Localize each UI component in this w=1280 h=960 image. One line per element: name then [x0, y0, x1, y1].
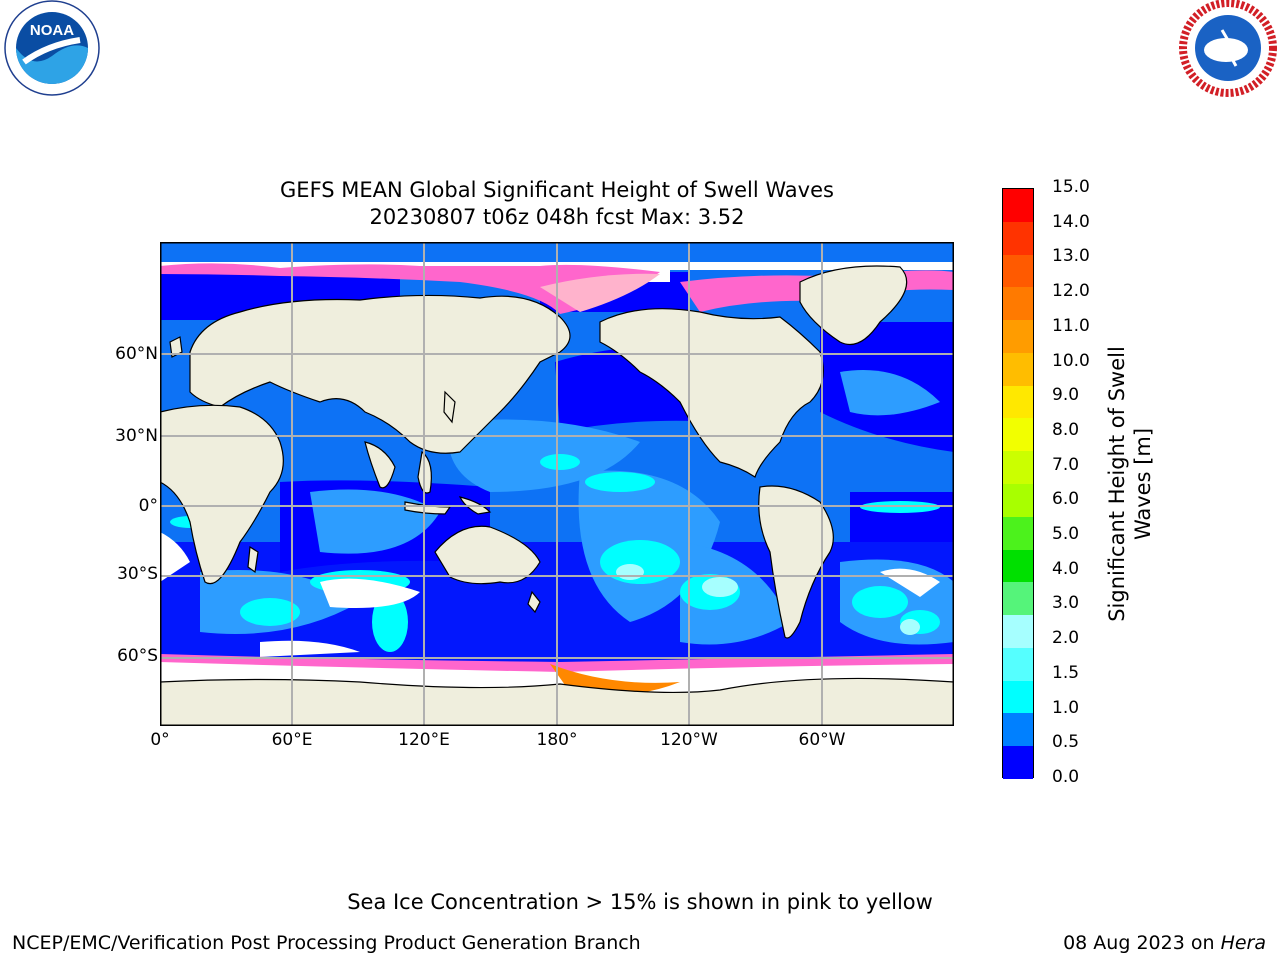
chart-subtitle: 20230807 t06z 048h fcst Max: 3.52 — [369, 205, 745, 229]
colorbar-segment — [1003, 385, 1033, 419]
colorbar-tick-label: 15.0 — [1052, 177, 1090, 197]
swell-2.0-3.0m — [616, 564, 920, 635]
colorbar-segment — [1003, 647, 1033, 681]
colorbar-segment — [1003, 352, 1033, 386]
swell-height-map — [160, 242, 954, 726]
noaa-logo-text: NOAA — [30, 22, 74, 39]
colorbar-tick-label: 12.0 — [1052, 281, 1090, 302]
colorbar-tick-label: 3.0 — [1052, 593, 1080, 614]
lat-tick-30n: 30°N — [115, 426, 158, 446]
lon-tick-180: 180° — [536, 730, 578, 750]
colorbar-tick-label: 14.0 — [1052, 211, 1090, 232]
lon-tick-60e: 60°E — [271, 730, 313, 750]
date-stamp: 08 Aug 2023 on Hera — [1063, 932, 1266, 954]
colorbar-segment — [1003, 451, 1033, 485]
colorbar-segment — [1003, 615, 1033, 649]
colorbar-segment — [1003, 320, 1033, 354]
colorbar-tick-label: 2.0 — [1052, 628, 1080, 649]
colorbar-segment — [1003, 418, 1033, 452]
colorbar-segment — [1003, 746, 1033, 780]
colorbar-label-line2: Waves [m] — [1131, 427, 1155, 541]
machine-name: Hera — [1220, 932, 1266, 954]
colorbar-tick-label: 10.0 — [1052, 350, 1090, 371]
colorbar-segment — [1003, 484, 1033, 517]
lon-tick-120w: 120°W — [660, 730, 718, 750]
lat-tick-60s: 60°S — [117, 646, 158, 666]
map-gridlines — [160, 242, 954, 726]
colorbar-tick-label: 11.0 — [1052, 315, 1090, 336]
colorbar-tick-label: 1.0 — [1052, 697, 1080, 718]
colorbar-tick-label: 13.0 — [1052, 246, 1090, 267]
colorbar-tick-label: 5.0 — [1052, 524, 1080, 545]
land-masses — [160, 265, 954, 726]
map-svg — [160, 242, 954, 726]
colorbar-segment — [1003, 287, 1033, 321]
colorbar-tick-label: 1.5 — [1052, 662, 1080, 683]
lon-tick-120e: 120°E — [398, 730, 450, 750]
lat-tick-30s: 30°S — [117, 564, 158, 584]
colorbar-segment — [1003, 680, 1033, 714]
chart-title: GEFS MEAN Global Significant Height of S… — [280, 178, 834, 202]
colorbar-segment — [1003, 221, 1033, 255]
colorbar-segment — [1003, 582, 1033, 616]
colorbar-tick-label: 7.0 — [1052, 454, 1080, 475]
noaa-logo: NOAA — [2, 0, 102, 100]
lat-tick-0: 0° — [138, 496, 158, 516]
colorbar-tick-label: 6.0 — [1052, 489, 1080, 510]
colorbar-segment — [1003, 189, 1033, 222]
lon-tick-0: 0° — [150, 730, 170, 750]
nws-logo — [1176, 0, 1280, 100]
sea-ice-note: Sea Ice Concentration > 15% is shown in … — [347, 890, 933, 914]
colorbar-segment — [1003, 549, 1033, 583]
lon-tick-60w: 60°W — [798, 730, 846, 750]
colorbar-tick-label: 4.0 — [1052, 558, 1080, 579]
colorbar-tick-label: 0.0 — [1052, 767, 1080, 787]
colorbar-segment — [1003, 254, 1033, 288]
colorbar-tick-label: 0.5 — [1052, 732, 1080, 753]
colorbar-label: Significant Height of Swell Waves [m] — [1104, 346, 1156, 622]
colorbar-tick-label: 9.0 — [1052, 385, 1080, 406]
colorbar-segment — [1003, 713, 1033, 747]
credit-text: NCEP/EMC/Verification Post Processing Pr… — [12, 932, 641, 954]
colorbar-tick-label: 8.0 — [1052, 419, 1080, 440]
lat-tick-60n: 60°N — [115, 344, 158, 364]
map-border — [160, 242, 954, 726]
colorbar — [1002, 188, 1034, 780]
date-text: 08 Aug 2023 on — [1063, 932, 1215, 954]
colorbar-label-line1: Significant Height of Swell — [1105, 346, 1129, 622]
colorbar-segment — [1003, 516, 1033, 550]
